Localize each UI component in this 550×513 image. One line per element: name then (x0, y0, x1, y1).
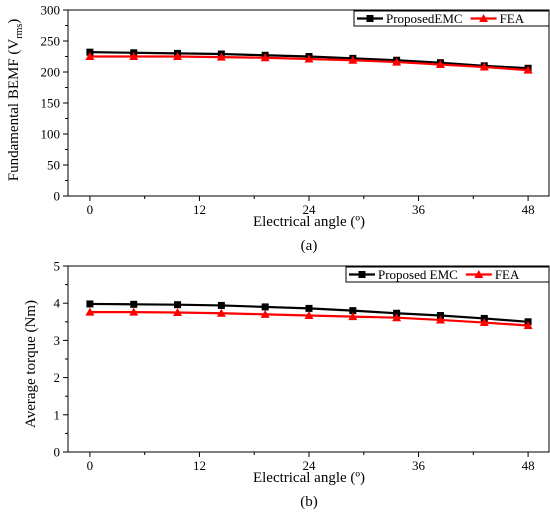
chart-a-point-triangle (523, 65, 533, 74)
chart-a-legend-marker-square (366, 15, 374, 22)
chart-a-point-triangle (435, 60, 445, 69)
chart-a-x-tick-label: 36 (412, 202, 426, 217)
chart-b-xlabel: Electrical angle (º) (253, 470, 365, 486)
chart-a-point-triangle (304, 54, 314, 63)
chart-a-y-tick-label: 50 (47, 158, 60, 173)
chart-a-plot-area: 0 12 24 36 48 0 50 100 150 200 250 300 ProposedEMC FE… (41, 3, 550, 217)
chart-a-point-triangle (479, 62, 489, 71)
chart-b: (b) Electrical angle (º) Average torque … (23, 259, 550, 510)
chart-a-point-triangle (348, 55, 358, 64)
chart-b-point-triangle (348, 312, 358, 321)
chart-a-ylabel-close: ) (6, 19, 22, 24)
chart-b-legend-label: Proposed EMC (378, 267, 458, 282)
chart-a-legend-marker-triangle (479, 14, 489, 22)
chart-a-y-tick-label: 100 (41, 127, 61, 142)
chart-b-point-square (217, 301, 225, 309)
chart-a-caption: (a) (301, 238, 318, 254)
chart-b-point-square (349, 307, 357, 315)
chart-b-x-tick-label: 0 (87, 458, 94, 473)
chart-a-point-triangle (129, 52, 139, 60)
chart-b-legend-marker-square (358, 271, 366, 278)
chart-a-x-tick-label: 0 (87, 202, 94, 217)
chart-b-y-tick-label: 5 (54, 259, 61, 274)
chart-a-x-tick-label: 12 (193, 202, 206, 217)
chart-a-legend-box (353, 10, 550, 27)
chart-b-point-triangle (304, 310, 314, 319)
chart-b-y-tick-label: 4 (54, 296, 61, 311)
chart-a-y-tick-label: 0 (54, 189, 61, 204)
chart-a-frame (67, 9, 550, 197)
chart-a-point-triangle (85, 52, 95, 60)
chart-b-legend-box (345, 266, 550, 283)
chart-b-point-triangle (435, 315, 445, 324)
chart-b-ylabel: Average torque (Nm) (23, 300, 39, 428)
chart-b-legend-marker-triangle (474, 270, 484, 278)
chart-b-x-tick-label: 12 (193, 458, 206, 473)
chart-b-point-square (86, 300, 94, 308)
chart-b-legend-label: FEA (495, 267, 520, 282)
chart-a-x-tick-label: 24 (303, 202, 317, 217)
chart-b-point-triangle (129, 307, 139, 316)
chart-b-point-triangle (260, 309, 270, 318)
chart-a-point-triangle (216, 52, 226, 61)
chart-a-ylabel-sub: rms (14, 24, 25, 39)
chart-b-point-triangle (392, 313, 402, 322)
chart-a-ylabel-main: Fundamental BEMF (V (6, 39, 22, 182)
chart-a-point-triangle (260, 53, 270, 62)
chart-a-point-triangle (173, 52, 183, 60)
chart-a-x-tick-label: 48 (522, 202, 535, 217)
chart-b-point-square (174, 301, 182, 309)
chart-b-caption: (b) (300, 494, 318, 510)
chart-b-point-triangle (85, 307, 95, 316)
chart-a: (a) Electrical angle (º) Fundamental BEM… (6, 3, 550, 254)
chart-b-x-tick-label: 48 (522, 458, 535, 473)
chart-a-y-tick-label: 300 (41, 3, 61, 18)
chart-b-y-tick-label: 2 (54, 370, 61, 385)
chart-b-point-square (130, 300, 138, 308)
chart-b-frame (67, 265, 550, 453)
chart-b-point-triangle (523, 321, 533, 330)
chart-a-xlabel: Electrical angle (º) (253, 214, 365, 230)
chart-b-point-triangle (216, 308, 226, 317)
chart-b-y-tick-label: 1 (54, 407, 61, 422)
chart-b-point-triangle (479, 318, 489, 327)
chart-a-ylabel: Fundamental BEMF (Vrms) (6, 19, 25, 182)
chart-b-point-square (305, 304, 313, 312)
chart-a-y-tick-label: 200 (41, 65, 61, 80)
chart-a-legend-label: ProposedEMC (386, 11, 463, 26)
chart-a-legend: ProposedEMC FEA (353, 10, 550, 27)
chart-b-x-tick-label: 36 (412, 458, 426, 473)
chart-a-legend-label: FEA (500, 11, 525, 26)
chart-b-x-tick-label: 24 (303, 458, 317, 473)
chart-a-y-tick-label: 250 (41, 34, 61, 49)
chart-b-y-tick-label: 3 (54, 333, 61, 348)
chart-b-point-triangle (173, 308, 183, 316)
chart-a-point-triangle (392, 57, 402, 66)
chart-a-y-tick-label: 150 (41, 96, 61, 111)
chart-b-legend: Proposed EMC FEA (345, 266, 550, 283)
chart-b-point-square (261, 303, 269, 311)
chart-b-y-tick-label: 0 (54, 445, 61, 460)
